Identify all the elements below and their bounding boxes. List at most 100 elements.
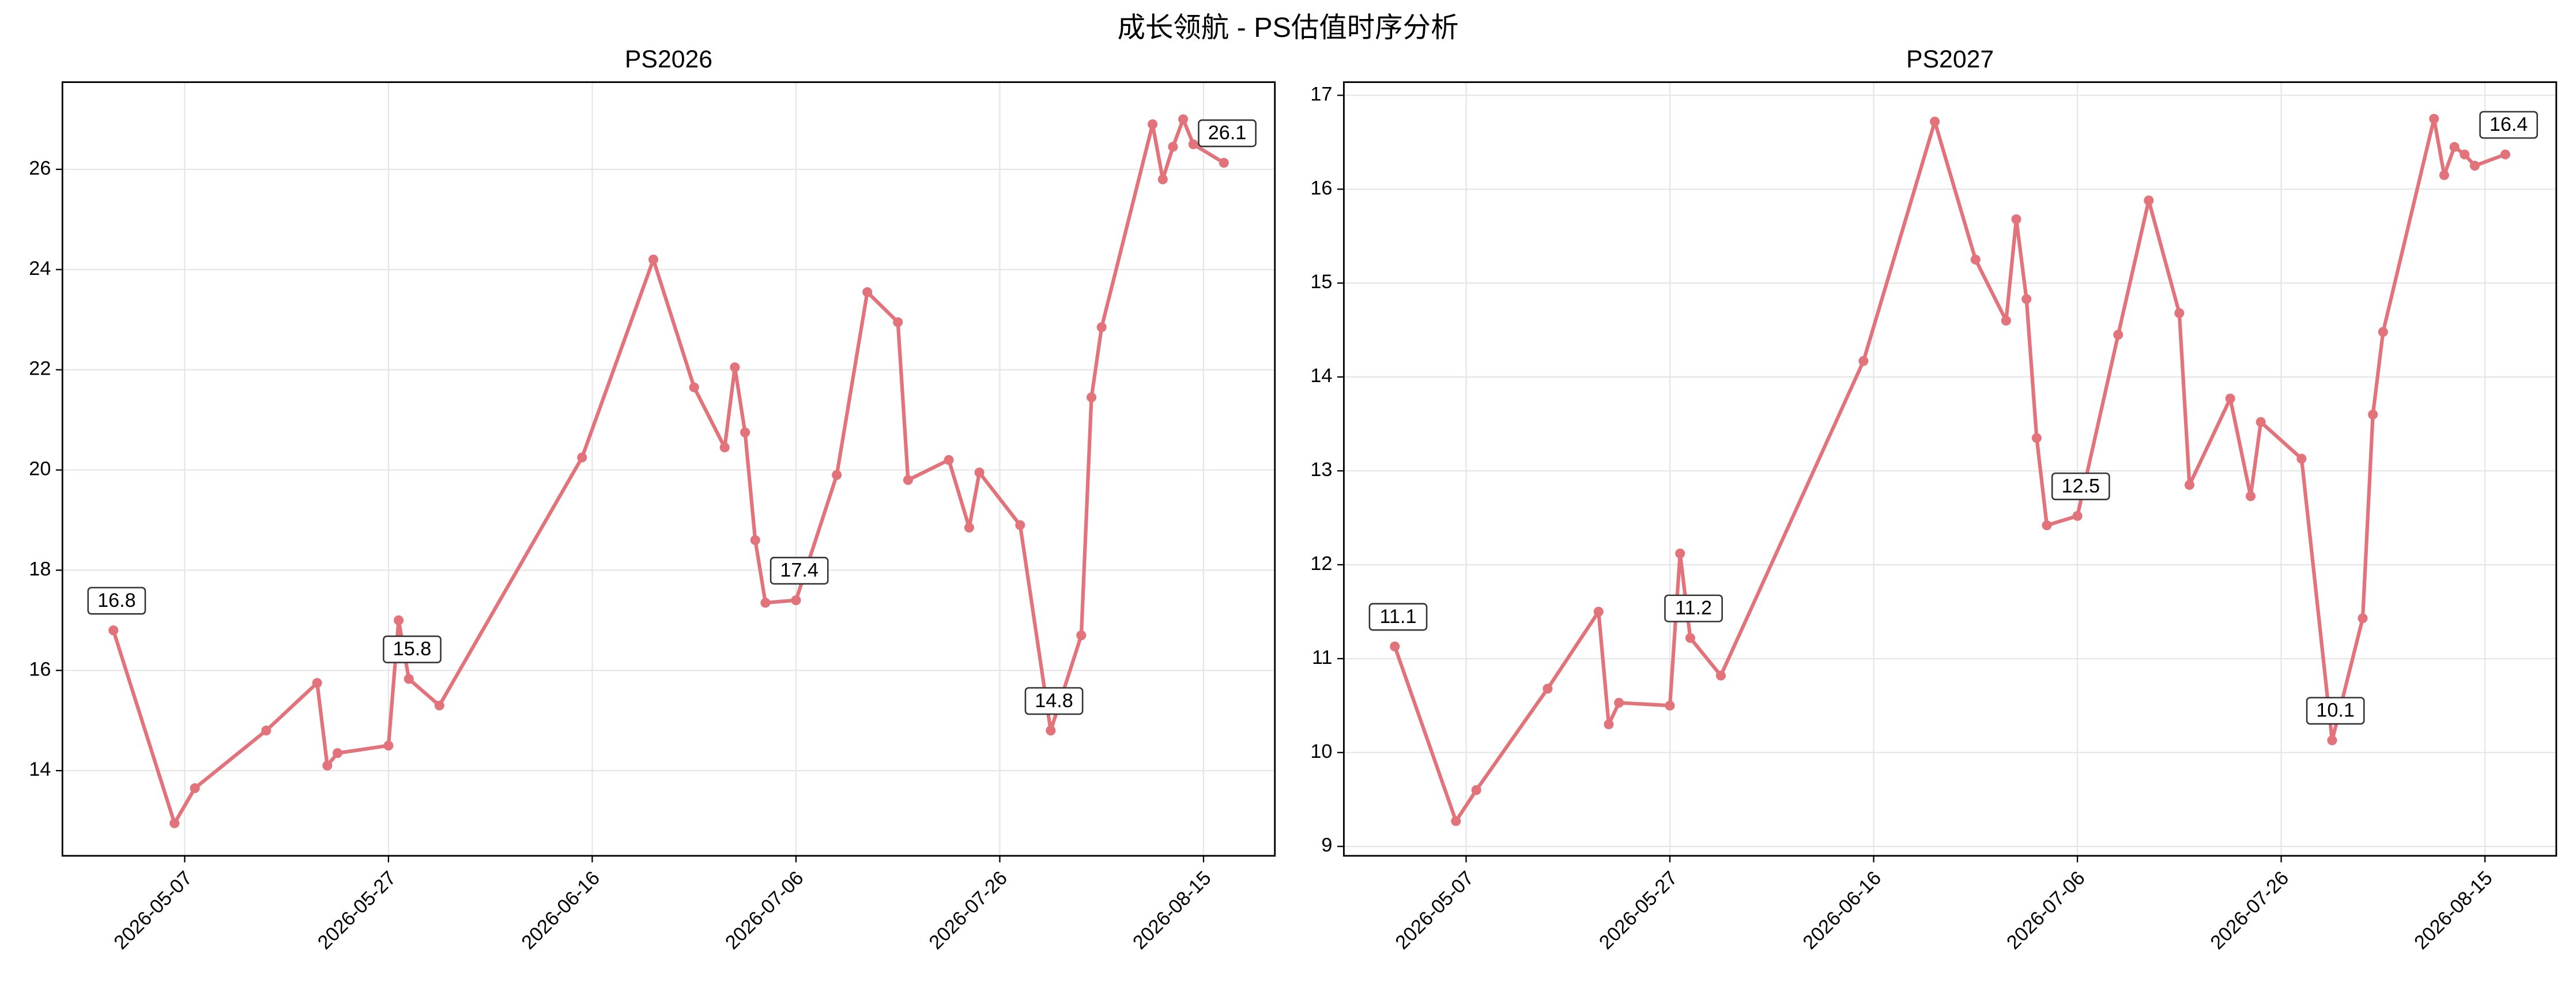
y-tick-label: 16 [29,658,51,680]
point [1148,119,1158,130]
point [2113,330,2124,340]
point [760,598,771,608]
y-tick-label: 24 [29,258,51,280]
point [1675,548,1685,558]
point [1076,630,1087,640]
y-tick-label: 26 [29,157,51,179]
point [2378,327,2388,337]
point [2144,195,2154,206]
point [1451,816,1461,826]
point [791,595,801,606]
point [1219,157,1229,168]
value-label: 17.4 [780,560,819,582]
subplot-title: PS2026 [625,46,712,73]
point [964,522,974,533]
point [2184,479,2195,490]
value-label: 11.2 [1675,597,1712,619]
value-label: 16.8 [97,590,136,611]
point [2001,315,2011,326]
plot-frame [1342,81,2558,857]
point [169,818,180,829]
point [740,427,750,437]
point [1715,670,1726,681]
point [689,382,699,392]
point [2256,417,2266,427]
value-label: 10.1 [2316,700,2355,722]
point [862,287,873,297]
value-label: 12.5 [2061,475,2100,497]
value-label: 11.1 [1379,606,1416,628]
point [719,442,730,452]
point [403,674,414,684]
value-label-box [2051,472,2110,500]
point [2327,735,2337,746]
value-label-box [2479,111,2538,139]
point [944,455,954,465]
y-tick-label: 13 [1310,459,1332,481]
point [2368,409,2378,420]
point [1858,356,1869,366]
y-tick-label: 9 [1321,835,1332,856]
value-label-box [1198,119,1257,148]
point [2500,149,2510,160]
y-tick-label: 12 [1310,553,1332,575]
point [1970,254,1981,265]
value-label: 15.8 [393,638,432,660]
value-label-box [383,635,442,663]
subplot-title: PS2027 [1906,46,1994,73]
point [1542,684,1553,694]
point [2429,114,2439,124]
value-label-box [770,557,829,585]
point [1015,520,1025,530]
y-tick-label: 22 [29,358,51,380]
point [893,317,903,327]
y-tick-label: 17 [1310,83,1332,105]
y-tick-label: 14 [1310,365,1332,387]
point [2174,308,2185,318]
point [1178,114,1189,124]
y-tick-label: 16 [1310,177,1332,199]
value-label-box [1664,594,1723,622]
value-label: 14.8 [1035,690,1073,712]
value-label-box [1368,603,1428,631]
series-line [111,117,1225,825]
point [1685,633,1695,643]
point [1390,641,1400,652]
point [2296,454,2307,464]
y-tick-label: 11 [1312,647,1333,669]
point [2225,394,2235,404]
y-tick-label: 10 [1310,741,1332,762]
value-label-box [87,587,146,615]
point [750,535,760,545]
point [1096,322,1107,333]
point [2245,491,2256,501]
point [2042,520,2052,531]
point [332,748,343,758]
point [2011,214,2021,224]
point [1593,606,1604,617]
point [383,741,394,751]
y-tick-label: 14 [29,758,51,780]
point [1188,139,1198,149]
point [1471,785,1481,795]
figure-title: 成长领航 - PS估值时序分析 [1117,12,1458,43]
point [394,615,404,625]
y-tick-label: 18 [29,558,51,580]
series-line [1393,116,2506,823]
point [312,678,322,688]
point [261,726,271,736]
point [1046,726,1056,736]
plot-frame [61,81,1276,857]
point [1614,697,1624,708]
point [1665,700,1675,711]
y-tick-label: 20 [29,458,51,480]
point [2358,613,2368,624]
value-label: 26.1 [1208,122,1247,144]
point [1157,174,1168,184]
point [730,362,740,372]
point [1604,719,1614,730]
point [2449,142,2460,152]
point [903,475,913,485]
value-label: 16.4 [2490,114,2528,135]
point [1168,142,1178,152]
